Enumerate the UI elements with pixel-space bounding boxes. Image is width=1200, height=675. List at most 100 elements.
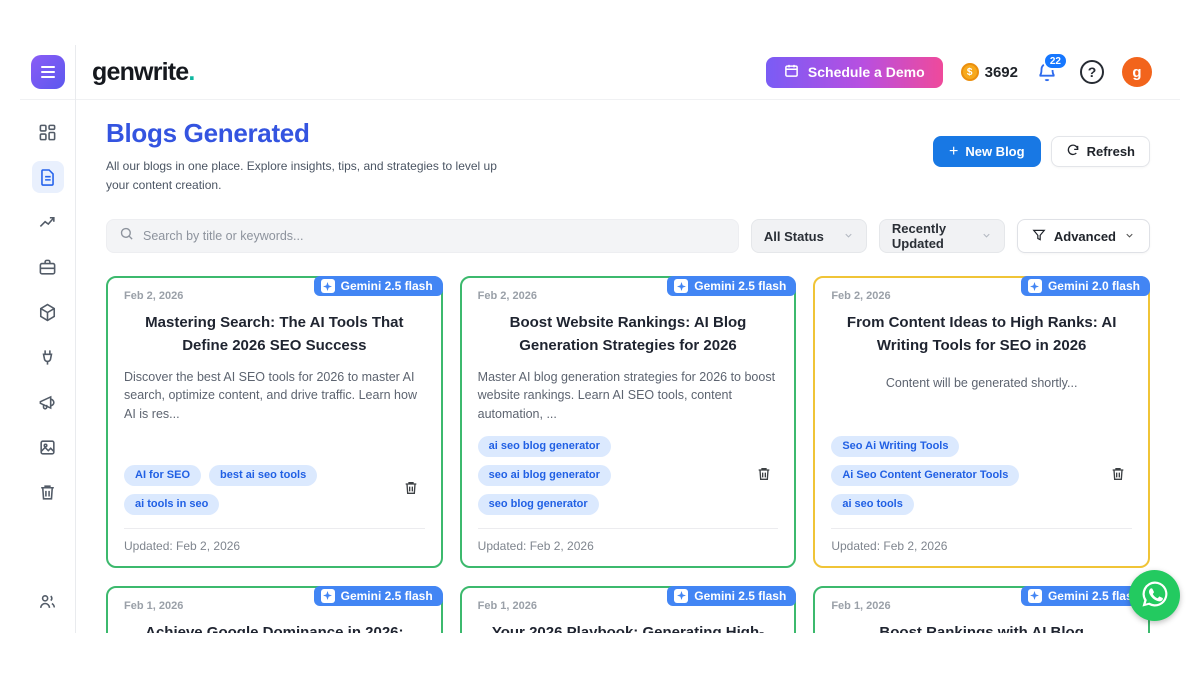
card-title[interactable]: Mastering Search: The AI Tools That Defi… [145, 314, 404, 355]
model-badge-label: Gemini 2.5 flash [694, 588, 787, 603]
calendar-icon [784, 63, 799, 81]
notification-badge: 22 [1042, 52, 1068, 70]
sort-dropdown[interactable]: Recently Updated [878, 219, 1005, 254]
main-column: genwrite. Schedule a Demo $ 3692 22 [76, 45, 1180, 633]
card-title[interactable]: Achieve Google Dominance in 2026: Essent… [145, 623, 404, 633]
advanced-filter-button[interactable]: Advanced [1016, 219, 1150, 254]
card-tags: AI for SEO best ai seo tools ai tools in… [124, 464, 378, 515]
delete-blog-button[interactable] [399, 476, 423, 503]
page-title: Blogs Generated [106, 118, 310, 148]
page-header-text: Blogs Generated All our blogs in one pla… [106, 118, 501, 194]
chevron-down-icon [981, 229, 992, 244]
search-input[interactable] [143, 229, 726, 244]
topbar-actions: Schedule a Demo $ 3692 22 ? g [765, 52, 1152, 88]
refresh-icon [1066, 143, 1080, 160]
model-badge-label: Gemini 2.5 flash [694, 279, 787, 294]
card-title[interactable]: Boost Website Rankings: AI Blog Generati… [509, 314, 747, 355]
blogs-icon[interactable] [31, 161, 64, 193]
gemini-star-icon [674, 279, 689, 294]
brand-text: genwrite [92, 57, 189, 86]
analytics-icon[interactable] [32, 206, 64, 238]
help-button[interactable]: ? [1080, 60, 1104, 84]
model-badge-label: Gemini 2.5 flash [340, 279, 433, 294]
tag-pill: best ai seo tools [209, 464, 318, 486]
brand-logo[interactable]: genwrite. [92, 58, 195, 87]
briefcase-icon[interactable] [32, 251, 64, 283]
card-title[interactable]: Boost Rankings with AI Blog Generation: … [879, 623, 1084, 633]
tag-pill: ai seo blog generator [477, 435, 611, 457]
notifications-button[interactable]: 22 [1036, 52, 1068, 83]
search-box[interactable] [106, 219, 739, 254]
delete-blog-button[interactable] [1106, 462, 1130, 489]
model-badge-label: Gemini 2.5 flash [340, 588, 433, 603]
team-icon[interactable] [32, 585, 64, 617]
advanced-filter-label: Advanced [1053, 228, 1116, 244]
tag-pill: seo ai blog generator [477, 464, 611, 486]
card-updated-date: Updated: Feb 2, 2026 [831, 538, 948, 553]
status-filter-dropdown[interactable]: All Status [750, 219, 867, 254]
card-updated-date: Updated: Feb 2, 2026 [477, 538, 594, 553]
card-date: Feb 1, 2026 [124, 599, 184, 612]
app-window: genwrite. Schedule a Demo $ 3692 22 [20, 45, 1180, 633]
media-icon[interactable] [32, 431, 64, 463]
package-icon[interactable] [32, 296, 64, 328]
menu-toggle-button[interactable] [30, 55, 65, 89]
plus-icon: + [949, 142, 959, 160]
card-divider [831, 527, 1132, 529]
whatsapp-icon [1140, 579, 1170, 612]
schedule-demo-label: Schedule a Demo [807, 64, 925, 80]
card-date: Feb 2, 2026 [124, 290, 184, 303]
plug-icon[interactable] [32, 341, 64, 373]
card-tag-row: Seo Ai Writing Tools Ai Seo Content Gene… [831, 424, 1132, 515]
tag-pill: seo blog generator [477, 493, 599, 515]
card-description: Master AI blog generation strategies for… [477, 369, 776, 422]
model-badge: Gemini 2.5 flash [667, 585, 797, 606]
gemini-star-icon [1027, 588, 1042, 603]
blog-card[interactable]: Gemini 2.0 flash Feb 2, 2026 From Conten… [813, 276, 1150, 568]
model-badge: Gemini 2.5 flash [667, 276, 797, 297]
model-badge: Gemini 2.0 flash [1020, 276, 1150, 297]
card-date: Feb 2, 2026 [477, 290, 537, 303]
chevron-down-icon [1124, 229, 1135, 244]
blog-card[interactable]: Gemini 2.5 flash Feb 1, 2026 Your 2026 P… [459, 585, 797, 633]
model-badge: Gemini 2.5 flash [313, 585, 443, 606]
trash-nav-icon[interactable] [32, 476, 64, 508]
tag-pill: Seo Ai Writing Tools [831, 435, 960, 457]
credits-counter[interactable]: $ 3692 [960, 63, 1018, 81]
search-icon [119, 226, 134, 246]
megaphone-icon[interactable] [32, 386, 64, 418]
tag-pill: Ai Seo Content Generator Tools [831, 464, 1020, 486]
blog-card-grid: Gemini 2.5 flash Feb 2, 2026 Mastering S… [106, 276, 1150, 633]
new-blog-button[interactable]: + New Blog [933, 136, 1041, 167]
blog-card[interactable]: Gemini 2.5 flash Feb 1, 2026 Boost Ranki… [813, 585, 1150, 633]
card-description: Content will be generated shortly... [885, 375, 1078, 390]
page-header: Blogs Generated All our blogs in one pla… [106, 118, 1150, 194]
status-filter-value: All Status [763, 228, 824, 244]
new-blog-label: New Blog [965, 144, 1025, 159]
blog-card[interactable]: Gemini 2.5 flash Feb 2, 2026 Boost Websi… [459, 276, 797, 568]
model-badge: Gemini 2.5 flash [1020, 585, 1150, 606]
card-date: Feb 1, 2026 [831, 599, 891, 612]
delete-blog-button[interactable] [752, 462, 776, 489]
whatsapp-button[interactable] [1129, 570, 1180, 621]
card-tag-row: ai seo blog generator seo ai blog genera… [477, 424, 779, 515]
model-badge-label: Gemini 2.5 flash [1047, 588, 1140, 603]
brand-dot: . [188, 57, 195, 86]
sidebar-nav [31, 100, 64, 585]
funnel-icon [1032, 228, 1046, 245]
card-tags: Seo Ai Writing Tools Ai Seo Content Gene… [831, 435, 1085, 515]
gemini-star-icon [320, 279, 335, 294]
refresh-button[interactable]: Refresh [1050, 136, 1150, 167]
card-divider [477, 527, 779, 529]
card-title[interactable]: From Content Ideas to High Ranks: AI Wri… [846, 314, 1117, 355]
blog-card[interactable]: Gemini 2.5 flash Feb 1, 2026 Achieve Goo… [106, 585, 443, 633]
page-subtitle: All our blogs in one place. Explore insi… [106, 159, 497, 192]
page-actions: + New Blog Refresh [933, 136, 1150, 167]
dashboard-icon[interactable] [32, 116, 64, 148]
blog-card[interactable]: Gemini 2.5 flash Feb 2, 2026 Mastering S… [106, 276, 443, 568]
coin-icon: $ [960, 63, 979, 81]
card-title[interactable]: Your 2026 Playbook: Generating High-Rank… [491, 623, 765, 633]
user-avatar[interactable]: g [1122, 57, 1152, 87]
schedule-demo-button[interactable]: Schedule a Demo [765, 56, 943, 88]
card-divider [124, 527, 425, 529]
